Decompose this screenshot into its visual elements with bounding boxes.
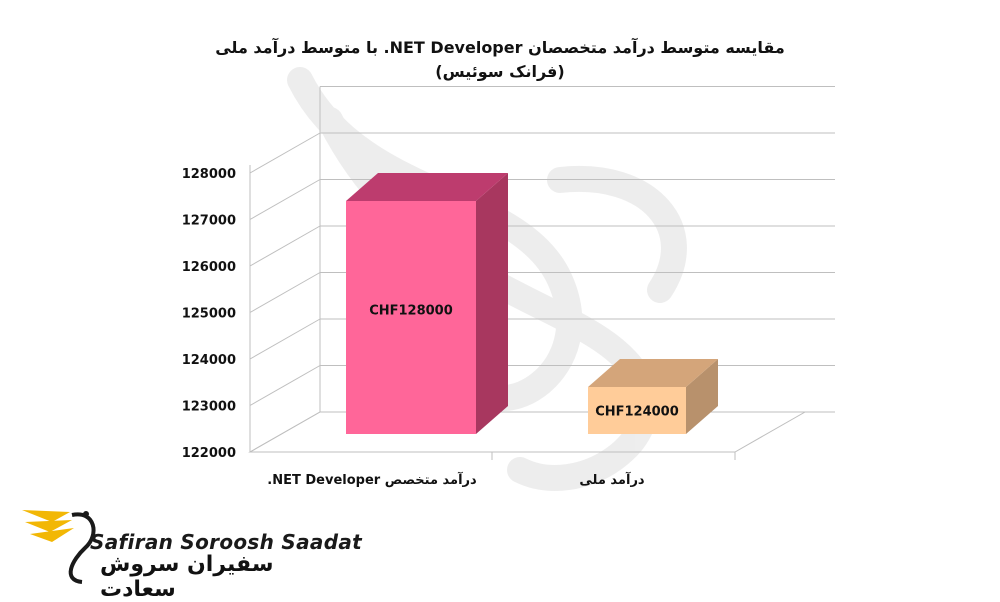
gridline-diagonal: [249, 272, 321, 313]
y-tick-label: 123000: [182, 400, 236, 415]
bar-top: [588, 359, 718, 387]
y-tick-label: 127000: [182, 214, 236, 229]
chart-subtitle: (فرانک سوئیس): [435, 62, 565, 81]
gridline-diagonal: [249, 318, 321, 360]
gridline-diagonal: [249, 225, 321, 267]
chart-title: مقایسه متوسط درآمد متخصصان NET Developer…: [215, 38, 785, 57]
gridline-diagonal: [249, 365, 321, 406]
x-tick-label: درآمد متخصص NET Developer.: [267, 471, 477, 488]
data-label: CHF128000: [369, 304, 453, 319]
logo-bird-icon: [22, 510, 96, 584]
y-tick-label: 128000: [182, 167, 236, 182]
chart-floor: [248, 411, 807, 453]
x-tick-label: درآمد ملی: [579, 471, 645, 488]
data-label: CHF124000: [595, 405, 679, 420]
y-tick-label: 126000: [182, 260, 236, 275]
y-tick-label: 122000: [182, 446, 236, 461]
y-tick-label: 124000: [182, 353, 236, 368]
gridline-diagonal: [249, 179, 321, 220]
logo-text-en: Safiran Soroosh Saadat: [90, 530, 362, 554]
logo-text-fa: سفیران سروش سعادت: [100, 552, 274, 602]
bar: [346, 201, 476, 434]
bar-side: [476, 173, 508, 434]
bar-top: [346, 173, 508, 201]
bar: [588, 387, 686, 434]
gridline-diagonal: [249, 132, 321, 174]
y-tick-label: 125000: [182, 307, 236, 322]
gridline-diagonal: [249, 411, 321, 453]
bar-side: [686, 359, 718, 434]
